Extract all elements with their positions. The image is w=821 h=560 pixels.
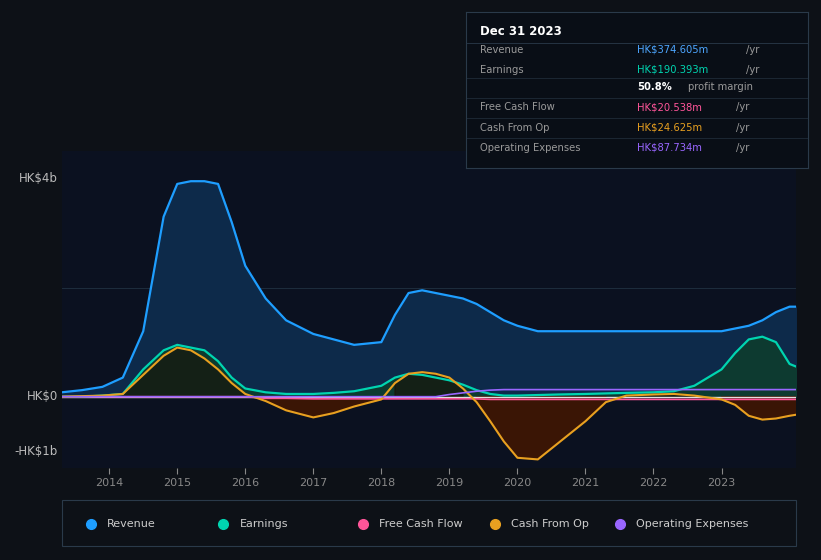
Text: Revenue: Revenue [107,519,156,529]
Text: HK$0: HK$0 [26,390,58,403]
Text: Free Cash Flow: Free Cash Flow [379,519,462,529]
Text: /yr: /yr [736,102,750,113]
Text: Cash From Op: Cash From Op [480,123,549,133]
Text: HK$374.605m: HK$374.605m [637,45,709,55]
Text: Dec 31 2023: Dec 31 2023 [480,25,562,38]
Text: HK$24.625m: HK$24.625m [637,123,702,133]
Text: -HK$1b: -HK$1b [15,445,58,458]
Text: Earnings: Earnings [240,519,288,529]
Text: HK$4b: HK$4b [19,172,58,185]
Text: /yr: /yr [736,143,750,153]
Text: Cash From Op: Cash From Op [511,519,589,529]
Text: Operating Expenses: Operating Expenses [636,519,749,529]
Text: Free Cash Flow: Free Cash Flow [480,102,555,113]
Text: Revenue: Revenue [480,45,523,55]
Text: HK$87.734m: HK$87.734m [637,143,702,153]
Text: HK$20.538m: HK$20.538m [637,102,702,113]
Text: /yr: /yr [745,65,759,75]
Text: 50.8%: 50.8% [637,82,672,92]
Text: /yr: /yr [745,45,759,55]
Text: Earnings: Earnings [480,65,524,75]
Text: Operating Expenses: Operating Expenses [480,143,580,153]
Text: profit margin: profit margin [688,82,754,92]
Text: /yr: /yr [736,123,750,133]
Text: HK$190.393m: HK$190.393m [637,65,709,75]
